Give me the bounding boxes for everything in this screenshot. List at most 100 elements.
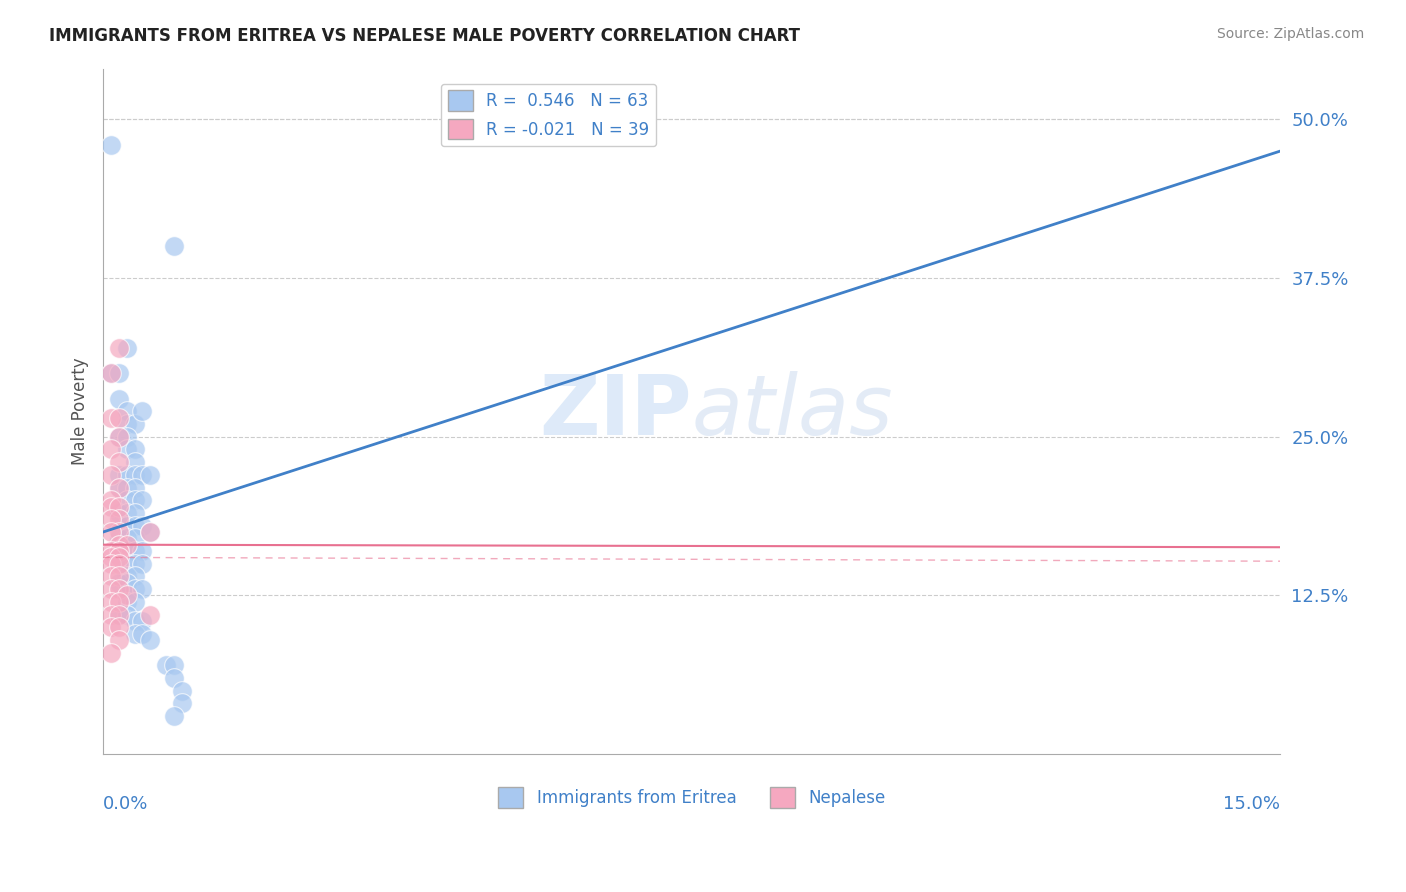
Point bbox=[115, 589, 138, 603]
Text: IMMIGRANTS FROM ERITREA VS NEPALESE MALE POVERTY CORRELATION CHART: IMMIGRANTS FROM ERITREA VS NEPALESE MALE… bbox=[49, 27, 800, 45]
Point bbox=[124, 557, 146, 571]
Point bbox=[108, 538, 131, 552]
Y-axis label: Male Poverty: Male Poverty bbox=[72, 358, 89, 465]
Point bbox=[124, 417, 146, 431]
Point bbox=[100, 512, 122, 526]
Point bbox=[124, 506, 146, 520]
Point bbox=[108, 544, 131, 558]
Point bbox=[170, 683, 193, 698]
Point bbox=[108, 595, 131, 609]
Text: atlas: atlas bbox=[692, 371, 893, 452]
Point bbox=[163, 239, 186, 253]
Text: 15.0%: 15.0% bbox=[1223, 796, 1281, 814]
Point bbox=[115, 493, 138, 508]
Point bbox=[108, 481, 131, 495]
Point bbox=[115, 467, 138, 482]
Point bbox=[100, 544, 122, 558]
Point bbox=[124, 518, 146, 533]
Point bbox=[124, 455, 146, 469]
Point bbox=[131, 582, 153, 596]
Point bbox=[124, 493, 146, 508]
Point bbox=[115, 532, 138, 546]
Point bbox=[108, 430, 131, 444]
Point bbox=[115, 341, 138, 355]
Point bbox=[115, 607, 138, 622]
Point bbox=[124, 595, 146, 609]
Point bbox=[100, 646, 122, 660]
Point bbox=[124, 582, 146, 596]
Point bbox=[124, 614, 146, 628]
Point bbox=[108, 607, 131, 622]
Point bbox=[115, 544, 138, 558]
Point bbox=[115, 538, 138, 552]
Point bbox=[115, 481, 138, 495]
Point bbox=[124, 532, 146, 546]
Point bbox=[139, 524, 162, 539]
Point bbox=[131, 493, 153, 508]
Point bbox=[108, 500, 131, 514]
Point bbox=[139, 524, 162, 539]
Point bbox=[124, 481, 146, 495]
Point bbox=[131, 614, 153, 628]
Point bbox=[100, 582, 122, 596]
Point bbox=[100, 366, 122, 380]
Point bbox=[100, 620, 122, 634]
Point bbox=[124, 467, 146, 482]
Point bbox=[124, 626, 146, 640]
Point bbox=[115, 442, 138, 457]
Point bbox=[108, 341, 131, 355]
Point bbox=[155, 658, 177, 673]
Point bbox=[131, 404, 153, 418]
Text: 0.0%: 0.0% bbox=[103, 796, 149, 814]
Point bbox=[115, 595, 138, 609]
Point bbox=[100, 410, 122, 425]
Point bbox=[163, 671, 186, 685]
Point bbox=[100, 607, 122, 622]
Point bbox=[108, 557, 131, 571]
Point bbox=[100, 550, 122, 565]
Point bbox=[163, 658, 186, 673]
Point bbox=[131, 557, 153, 571]
Point bbox=[100, 500, 122, 514]
Point bbox=[115, 518, 138, 533]
Point bbox=[100, 493, 122, 508]
Point bbox=[115, 575, 138, 590]
Legend: Immigrants from Eritrea, Nepalese: Immigrants from Eritrea, Nepalese bbox=[492, 780, 891, 814]
Point bbox=[115, 557, 138, 571]
Point bbox=[108, 575, 131, 590]
Point bbox=[108, 481, 131, 495]
Point bbox=[108, 366, 131, 380]
Point bbox=[163, 709, 186, 723]
Point bbox=[139, 607, 162, 622]
Point bbox=[108, 607, 131, 622]
Point bbox=[108, 455, 131, 469]
Point bbox=[124, 569, 146, 583]
Text: ZIP: ZIP bbox=[540, 371, 692, 452]
Point bbox=[108, 512, 131, 526]
Point bbox=[131, 544, 153, 558]
Point bbox=[100, 557, 122, 571]
Point bbox=[108, 392, 131, 406]
Point bbox=[100, 569, 122, 583]
Point bbox=[108, 550, 131, 565]
Point bbox=[139, 467, 162, 482]
Point bbox=[100, 366, 122, 380]
Point bbox=[100, 137, 122, 152]
Point bbox=[139, 632, 162, 647]
Point bbox=[115, 417, 138, 431]
Point bbox=[170, 697, 193, 711]
Point bbox=[108, 506, 131, 520]
Point bbox=[108, 524, 131, 539]
Point bbox=[100, 595, 122, 609]
Point bbox=[108, 582, 131, 596]
Point bbox=[131, 626, 153, 640]
Point bbox=[131, 467, 153, 482]
Point bbox=[100, 524, 122, 539]
Text: Source: ZipAtlas.com: Source: ZipAtlas.com bbox=[1216, 27, 1364, 41]
Point bbox=[108, 430, 131, 444]
Point bbox=[115, 506, 138, 520]
Point bbox=[108, 620, 131, 634]
Point bbox=[124, 544, 146, 558]
Point bbox=[108, 569, 131, 583]
Point bbox=[100, 467, 122, 482]
